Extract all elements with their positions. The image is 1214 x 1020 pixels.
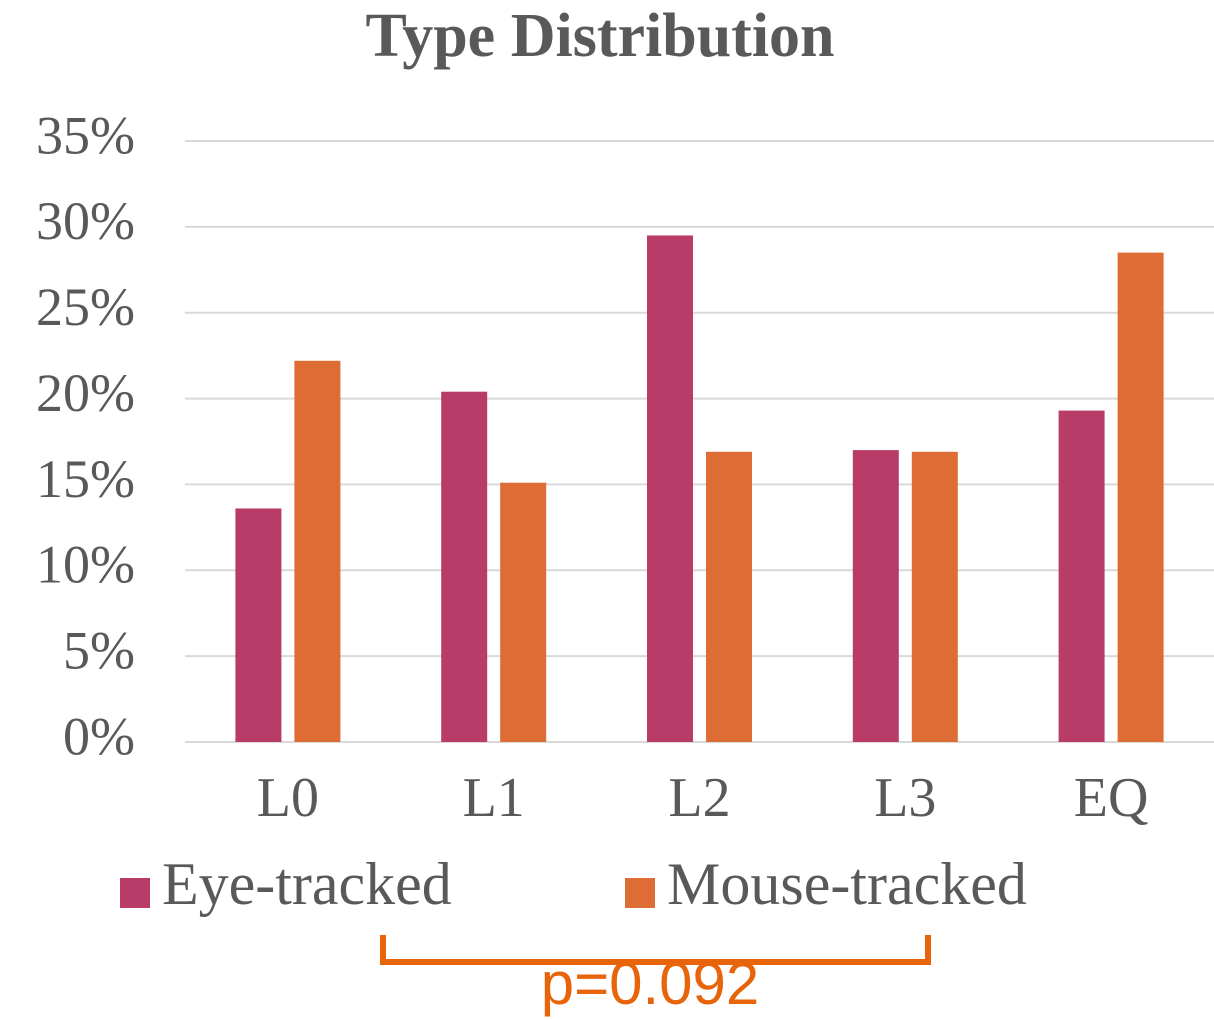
bar [1058, 410, 1105, 742]
annotation: p=0.092 [541, 950, 760, 1017]
x-tick-label: L0 [257, 767, 319, 829]
y-tick-label: 25% [36, 277, 135, 337]
y-tick-label: 5% [63, 621, 135, 681]
legend-label: Eye-tracked [162, 851, 452, 917]
bar [852, 450, 899, 742]
y-tick-label: 0% [63, 706, 135, 766]
y-tick-label: 10% [36, 535, 135, 595]
y-tick-label: 35% [36, 105, 135, 165]
y-tick-label: 15% [36, 449, 135, 509]
legend-swatch [120, 878, 150, 908]
x-tick-label: EQ [1074, 767, 1149, 829]
bar [441, 391, 488, 742]
y-tick-label: 20% [36, 363, 135, 423]
bar [500, 482, 547, 742]
legend-swatch [625, 878, 655, 908]
bar [235, 508, 282, 742]
x-tick-label: L3 [874, 767, 936, 829]
significance-bracket [380, 935, 931, 965]
bar [911, 451, 958, 742]
bar [1117, 252, 1164, 742]
bar [294, 360, 341, 742]
x-tick-label: L2 [668, 767, 730, 829]
legend-label: Mouse-tracked [667, 851, 1027, 917]
y-tick-label: 30% [36, 191, 135, 251]
chart-title: Type Distribution [365, 2, 834, 70]
bar [647, 235, 693, 742]
x-tick-label: L1 [463, 767, 525, 829]
bar [706, 451, 752, 742]
